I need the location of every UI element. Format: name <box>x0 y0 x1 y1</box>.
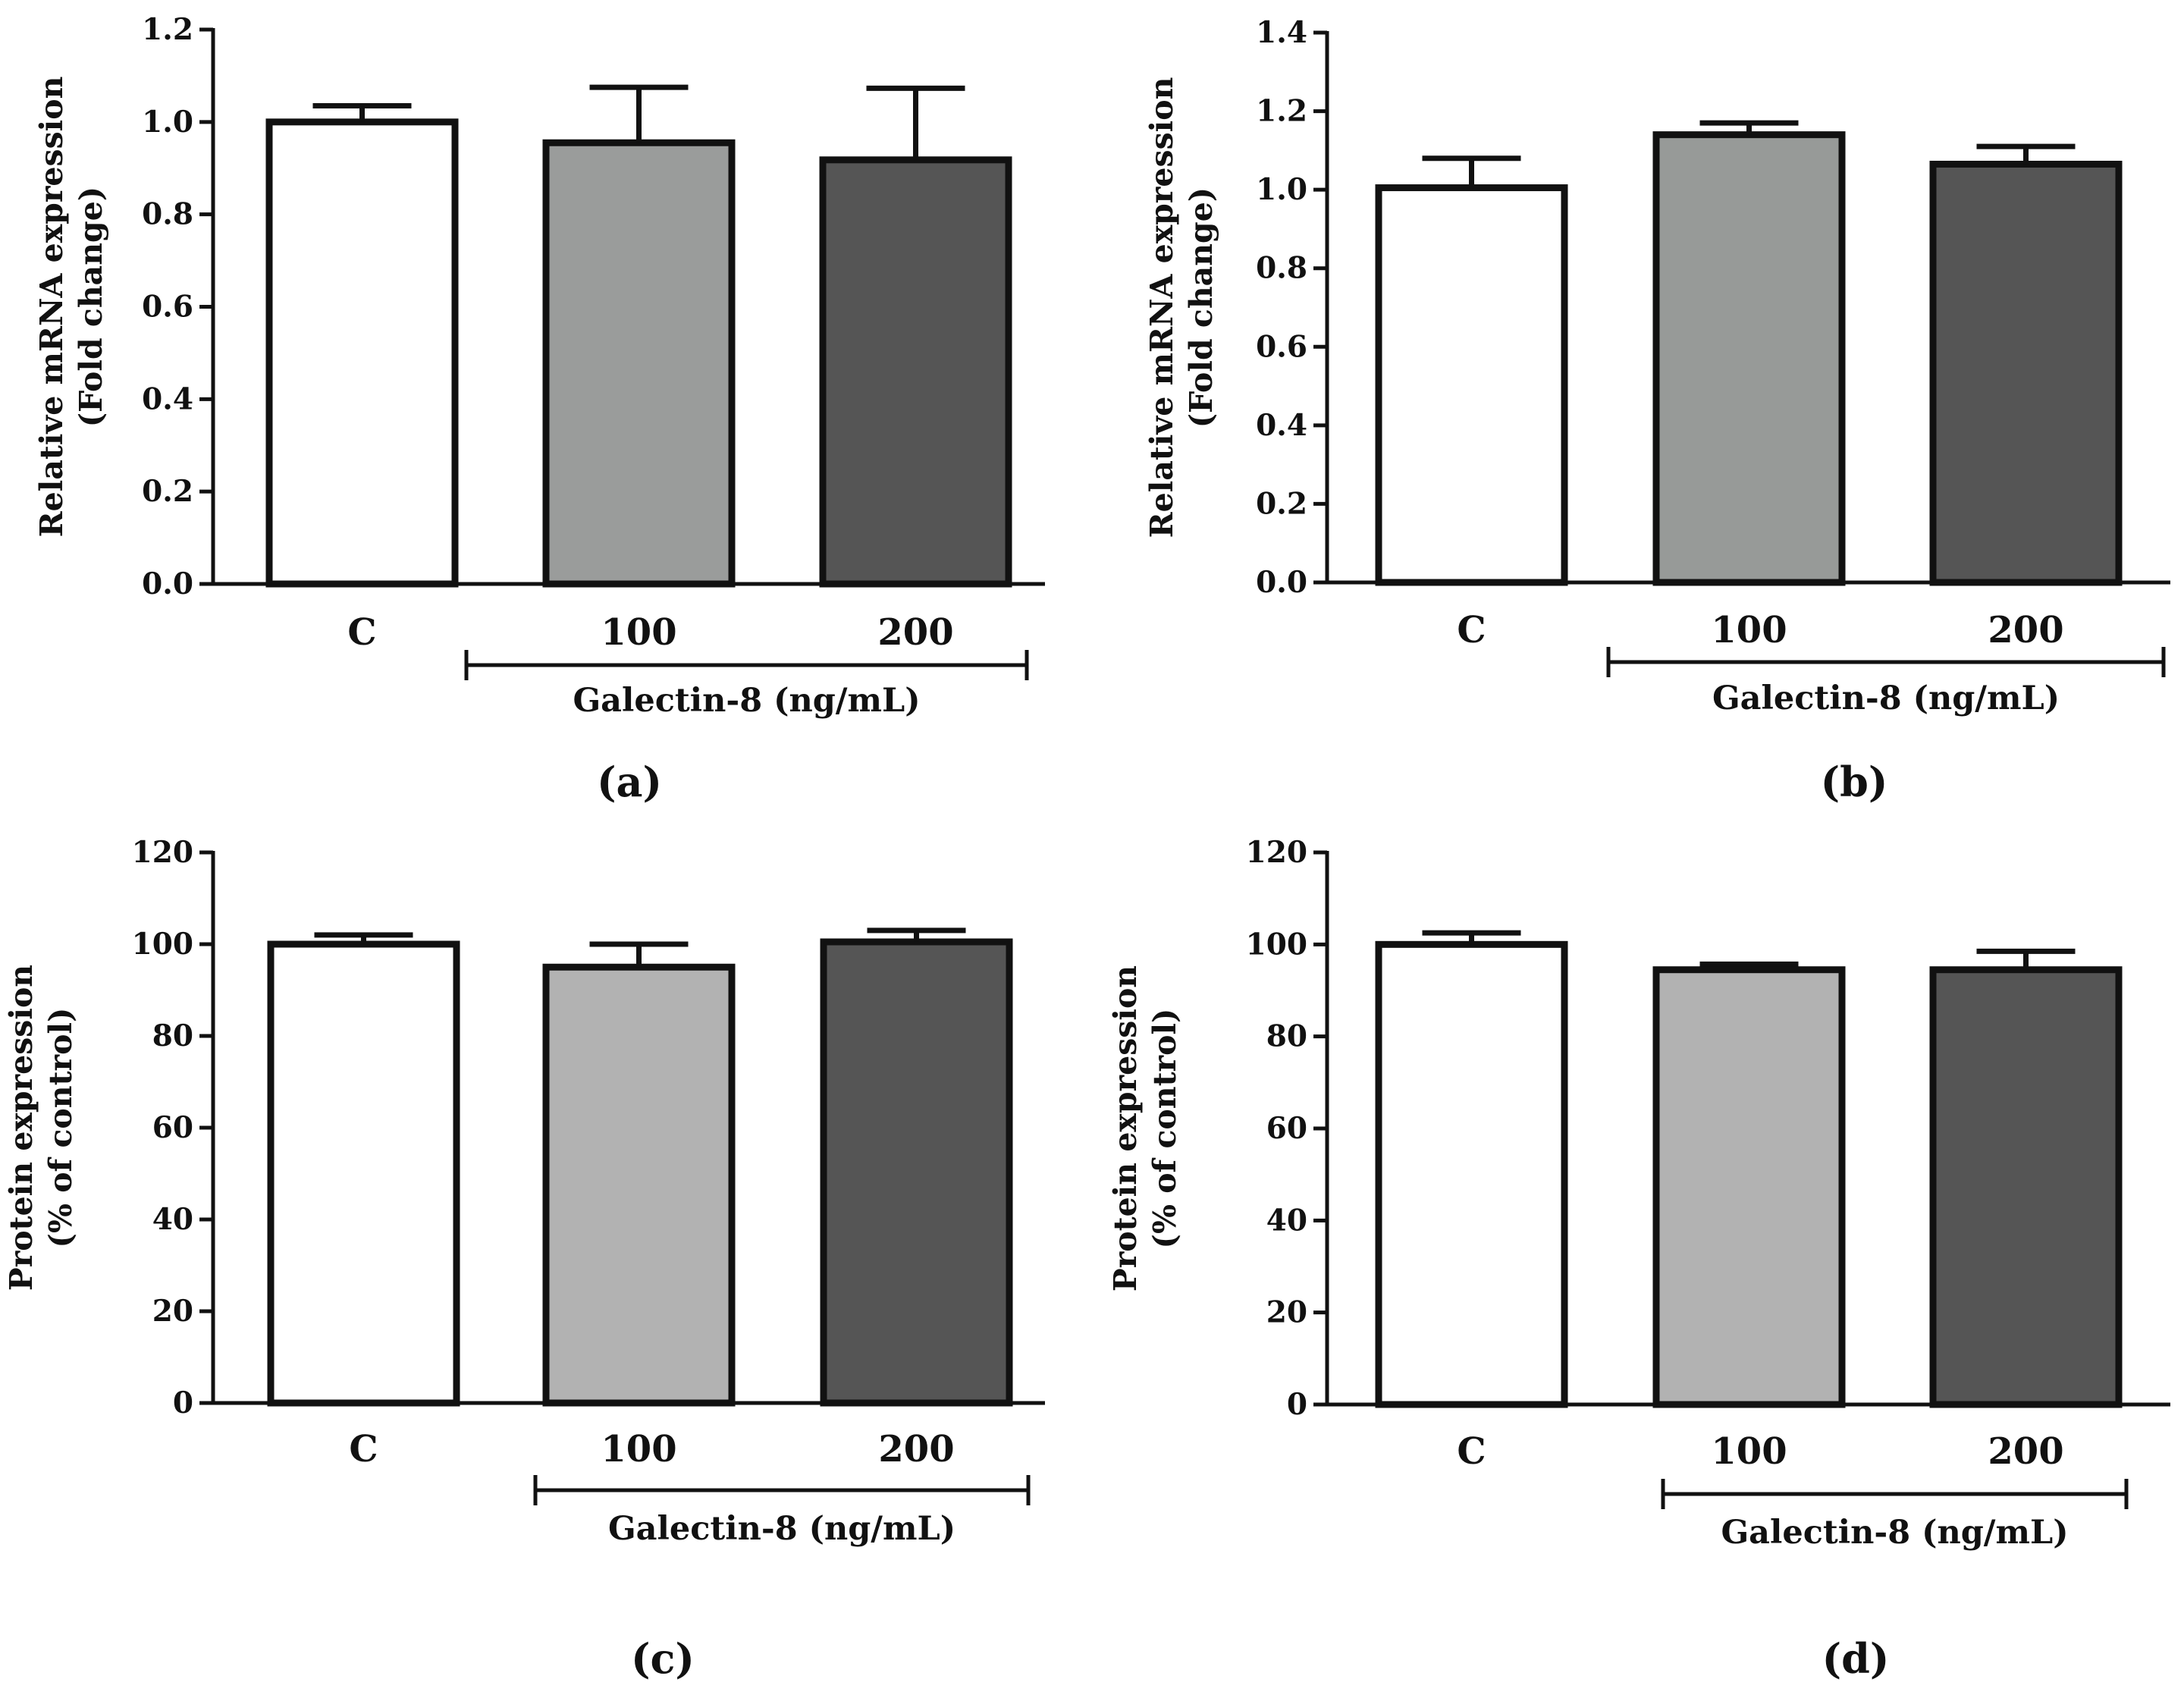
y-tick-label: 120 <box>1246 835 1307 870</box>
group-label: Galectin-8 (ng/mL) <box>573 682 920 720</box>
bar-200 <box>819 156 1012 588</box>
bar-100 <box>542 139 736 588</box>
y-tick-label: 0.4 <box>1256 408 1307 443</box>
bar-C <box>267 940 460 1407</box>
y-tick-label: 120 <box>132 835 193 870</box>
y-tick-label: 0.4 <box>142 381 193 416</box>
y-tick-label: 40 <box>1266 1203 1307 1238</box>
group-label: Galectin-8 (ng/mL) <box>608 1510 956 1548</box>
y-tick-label: 60 <box>1266 1111 1307 1146</box>
bar-100 <box>1652 131 1846 586</box>
group-label: Galectin-8 (ng/mL) <box>1721 1514 2068 1552</box>
y-tick-label: 0 <box>173 1386 193 1420</box>
y-tick-label: 80 <box>1266 1019 1307 1054</box>
x-tick-label: C <box>349 1428 378 1470</box>
y-tick-label: 0.2 <box>1256 486 1307 521</box>
bar-200 <box>820 938 1013 1407</box>
y-tick-label: 1.0 <box>142 105 193 140</box>
y-tick-label: 40 <box>152 1202 193 1237</box>
group-label: Galectin-8 (ng/mL) <box>1712 680 2060 717</box>
bar-C <box>1375 940 1568 1408</box>
panel-label: (c) <box>631 1634 695 1683</box>
chart-panel-b: C 100 200 0.0 0.2 0.4 0.6 0.8 1.0 1.2 1.4 Relative … <box>1144 15 2170 806</box>
chart-panel-c: C 100 200 0 20 40 60 80 100 120 Protein expression… <box>3 835 1045 1683</box>
y-tick-label: 80 <box>152 1018 193 1053</box>
x-tick-label: C <box>347 611 376 654</box>
y-tick-label: 100 <box>132 927 193 962</box>
y-tick-label: 0.2 <box>142 474 193 509</box>
bar-200 <box>1929 966 2123 1408</box>
x-tick-label: 200 <box>877 611 953 654</box>
chart-panel-a: C 100 200 0.0 0.2 0.4 0.6 0.8 1.0 1.2 Relative mRN… <box>33 12 1045 806</box>
x-tick-label: C <box>1457 609 1486 651</box>
bar-C <box>265 118 459 588</box>
panel-label: (a) <box>597 758 662 806</box>
y-tick-label: 1.2 <box>1256 94 1307 129</box>
x-tick-label: 100 <box>601 1428 676 1470</box>
y-tick-label: 1.2 <box>142 12 193 47</box>
y-tick-label: 20 <box>152 1294 193 1329</box>
y-tick-label: 0 <box>1287 1387 1307 1422</box>
y-axis-label-unit: (% of control) <box>1147 1009 1183 1249</box>
y-tick-label: 0.8 <box>142 197 193 232</box>
x-tick-label: 200 <box>878 1428 954 1470</box>
y-axis-label: Relative mRNA expression <box>33 77 70 538</box>
x-tick-label: 100 <box>1711 609 1787 651</box>
y-tick-label: 0.8 <box>1256 251 1307 286</box>
chart-panel-d: C 100 200 0 20 40 60 80 100 120 Protein expression… <box>1107 835 2170 1683</box>
y-tick-label: 0.6 <box>1256 329 1307 364</box>
y-tick-label: 0.6 <box>142 290 193 325</box>
y-axis-label: Relative mRNA expression <box>1144 77 1180 538</box>
y-tick-label: 1.4 <box>1256 15 1307 50</box>
y-tick-label: 60 <box>152 1110 193 1145</box>
y-axis-label-unit: (Fold change) <box>73 187 109 427</box>
x-tick-label: 200 <box>1988 1430 2063 1473</box>
y-tick-label: 0.0 <box>1256 565 1307 600</box>
y-tick-label: 0.0 <box>142 567 193 601</box>
x-tick-label: 200 <box>1988 609 2063 651</box>
bar-C <box>1375 184 1568 586</box>
y-axis-label-unit: (% of control) <box>42 1008 79 1248</box>
bar-100 <box>1652 966 1846 1408</box>
bar-200 <box>1929 160 2123 586</box>
x-tick-label: 100 <box>601 611 676 654</box>
y-tick-label: 20 <box>1266 1295 1307 1330</box>
y-tick-label: 1.0 <box>1256 172 1307 207</box>
y-axis-label: Protein expression <box>3 965 39 1291</box>
y-tick-label: 100 <box>1246 927 1307 962</box>
panel-label: (b) <box>1821 758 1888 806</box>
x-tick-label: 100 <box>1711 1430 1787 1473</box>
y-axis-label-unit: (Fold change) <box>1183 187 1219 428</box>
panel-label: (d) <box>1822 1634 1890 1683</box>
y-axis-label: Protein expression <box>1107 965 1144 1292</box>
bar-100 <box>542 963 736 1407</box>
x-tick-label: C <box>1457 1430 1486 1473</box>
